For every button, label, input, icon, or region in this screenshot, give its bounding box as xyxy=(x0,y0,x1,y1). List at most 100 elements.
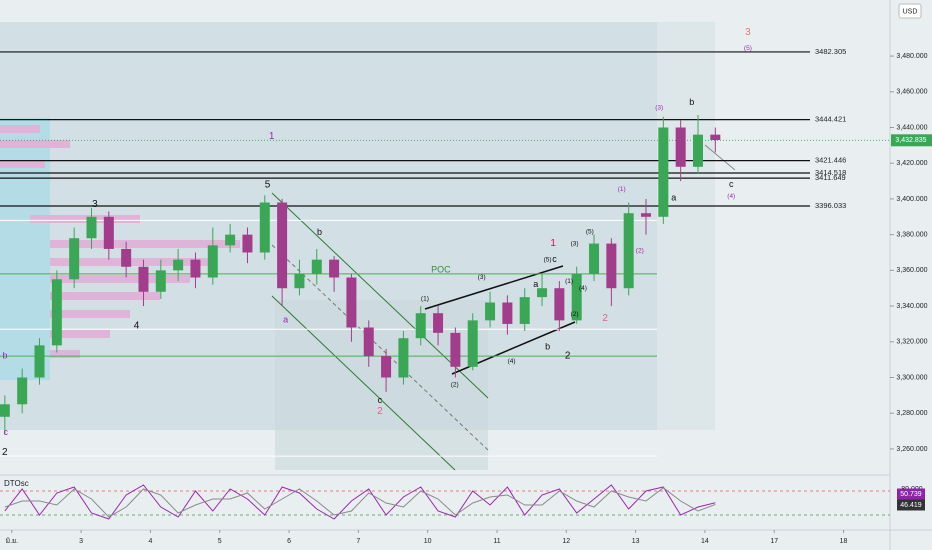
wave-label: 1 xyxy=(269,131,275,142)
candle-body xyxy=(363,327,374,357)
candle-body xyxy=(138,266,149,292)
candle-body xyxy=(710,134,721,140)
candle-body xyxy=(433,313,444,333)
x-tick-label: 12 xyxy=(562,538,570,545)
wave-label: 2 xyxy=(2,447,8,458)
candle-body xyxy=(606,243,617,289)
profile-bar xyxy=(50,350,80,358)
candle-body xyxy=(329,259,340,278)
x-tick-label: 6 xyxy=(287,538,291,545)
candle-body xyxy=(641,213,652,217)
last-price-badge xyxy=(891,134,932,147)
candle-body xyxy=(103,216,114,249)
x-tick-label: 17 xyxy=(770,538,778,545)
profile-bar xyxy=(50,275,190,283)
candle-body xyxy=(0,404,10,417)
profile-bar xyxy=(0,160,45,168)
wave-label: 2 xyxy=(377,406,383,417)
candle-body xyxy=(346,277,357,328)
wave-label: c xyxy=(378,395,383,405)
wave-label: (3) xyxy=(571,240,579,247)
y-tick-label: 3,280.000 xyxy=(896,410,927,417)
candle-body xyxy=(69,238,80,280)
wave-label: a xyxy=(283,315,288,325)
candle-body xyxy=(692,134,703,167)
level-label: 3411.649 xyxy=(815,173,846,182)
wave-label: b xyxy=(317,227,322,237)
osc-value-badge xyxy=(897,499,925,511)
y-tick-label: 3,340.000 xyxy=(896,303,927,310)
zone-shade xyxy=(275,300,488,470)
profile-bar xyxy=(0,125,40,133)
wave-label: (4) xyxy=(508,358,516,365)
osc-value-label: 46.419 xyxy=(900,502,922,509)
last-price-label: 3,432.835 xyxy=(895,137,926,144)
wave-label: 3 xyxy=(745,27,751,38)
candle-body xyxy=(537,288,548,298)
projection-line xyxy=(704,144,736,171)
wave-label: (2) xyxy=(571,311,579,318)
osc-value-label: 50.739 xyxy=(900,491,922,498)
wave-label: 2 xyxy=(602,313,608,324)
profile-bar xyxy=(50,292,160,300)
x-tick-label: 18 xyxy=(840,538,848,545)
y-tick-label: 3,480.000 xyxy=(896,53,927,60)
x-tick-label: 7 xyxy=(356,538,360,545)
currency-label: USD xyxy=(903,8,918,15)
y-tick-label: 3,260.000 xyxy=(896,446,927,453)
wave-label: 5 xyxy=(265,179,271,190)
x-tick-label: 13 xyxy=(632,538,640,545)
level-label: 3482.305 xyxy=(815,47,846,56)
currency-badge[interactable] xyxy=(898,3,922,19)
profile-bar xyxy=(0,140,70,148)
candle-body xyxy=(571,273,582,321)
wedge-line xyxy=(424,265,564,310)
profile-bar xyxy=(50,240,240,248)
candle-body xyxy=(259,202,270,253)
candle-body xyxy=(623,213,634,289)
candle-body xyxy=(207,245,218,278)
candle-body xyxy=(311,259,322,274)
wave-label: (1) xyxy=(421,296,429,303)
zone-shade xyxy=(657,22,715,430)
candle-body xyxy=(450,332,461,367)
candle-body xyxy=(225,234,236,246)
candle-body xyxy=(86,216,97,239)
wave-label: (5) xyxy=(744,45,752,52)
level-label: 3396.033 xyxy=(815,201,846,210)
x-tick-label: 5 xyxy=(218,538,222,545)
profile-bar xyxy=(30,215,140,223)
candle-body xyxy=(467,320,478,367)
candle-body xyxy=(277,202,288,289)
wave-label: b xyxy=(2,350,7,360)
candle-body xyxy=(675,127,686,167)
x-tick-label: 10 xyxy=(424,538,432,545)
osc-line xyxy=(4,484,716,520)
candle-body xyxy=(658,127,669,217)
candle-body xyxy=(242,234,253,253)
x-tick-label: 11 xyxy=(493,538,500,545)
y-tick-label: 3,320.000 xyxy=(896,339,927,346)
wave-label: (4) xyxy=(579,285,587,292)
wave-label: a xyxy=(533,279,538,289)
x-tick-label: 4 xyxy=(148,538,152,545)
candle-body xyxy=(173,259,184,271)
profile-bar xyxy=(50,310,130,318)
candle-body xyxy=(502,302,513,324)
wave-label: (2) xyxy=(636,247,644,254)
level-label: 3421.446 xyxy=(815,156,846,165)
channel-midline xyxy=(271,244,489,451)
wave-label: a xyxy=(671,192,676,202)
wave-label: (5) xyxy=(586,229,594,236)
candle-body xyxy=(34,345,45,378)
wave-label: 4 xyxy=(134,320,140,331)
candle-body xyxy=(519,297,530,324)
candle-body xyxy=(121,248,132,267)
oscillator-title: DTOsc xyxy=(4,479,29,488)
wave-label: (1) xyxy=(618,186,626,193)
wave-label: (1) xyxy=(565,278,573,285)
candle-body xyxy=(51,279,62,346)
candle-body xyxy=(554,288,565,321)
wave-label: b xyxy=(545,342,550,352)
wave-label: 2 xyxy=(565,351,571,362)
